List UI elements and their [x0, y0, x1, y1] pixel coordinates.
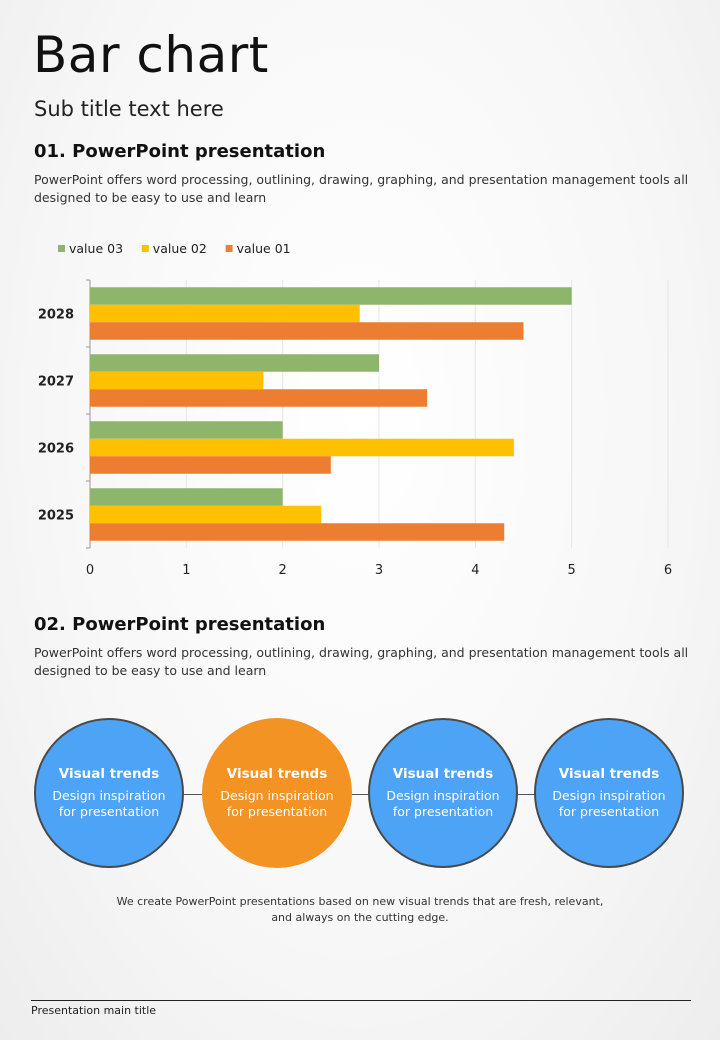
x-tick-label: 0 [86, 563, 94, 578]
bar [90, 505, 322, 524]
connector-line [184, 794, 202, 795]
section2-heading: 02. PowerPoint presentation [34, 614, 326, 635]
bar [90, 287, 572, 305]
circle-title: Visual trends [226, 766, 328, 782]
x-tick-label: 4 [471, 563, 479, 578]
y-tick-label: 2027 [38, 375, 74, 390]
section2-text: PowerPoint offers word processing, outli… [34, 645, 689, 678]
connector-line [518, 794, 536, 795]
bar [90, 456, 331, 474]
x-tick-label: 2 [279, 563, 287, 578]
legend-label: value 01 [237, 241, 291, 256]
section1-heading: 01. PowerPoint presentation [34, 141, 326, 162]
summary-note: We create PowerPoint presentations based… [116, 895, 604, 924]
footer-title: Presentation main title [31, 1004, 157, 1017]
x-tick-label: 5 [568, 563, 576, 578]
legend-swatch [225, 245, 233, 252]
page-subtitle: Sub title text here [34, 97, 224, 121]
circle-desc: Design inspiration for presentation [552, 788, 666, 819]
circle-item-4: Visual trends Design inspiration for pre… [534, 718, 684, 868]
legend-label: value 03 [69, 241, 123, 256]
connector-line [352, 794, 368, 795]
bar [90, 438, 514, 457]
section1-text: PowerPoint offers word processing, outli… [34, 172, 689, 205]
bar [90, 304, 360, 323]
y-tick-label: 2028 [38, 308, 74, 323]
x-tick-label: 3 [375, 563, 383, 578]
x-tick-label: 6 [664, 563, 672, 578]
y-tick-label: 2025 [38, 509, 74, 524]
y-tick-label: 2026 [38, 442, 74, 457]
circle-item-3: Visual trends Design inspiration for pre… [368, 718, 518, 868]
circle-desc: Design inspiration for presentation [52, 788, 166, 819]
footer-divider [31, 1000, 691, 1001]
bar [90, 354, 379, 372]
bar [90, 322, 524, 340]
bar [90, 488, 283, 506]
bar [90, 523, 505, 541]
circle-title: Visual trends [392, 766, 494, 782]
circle-item-2: Visual trends Design inspiration for pre… [202, 718, 352, 868]
circle-desc: Design inspiration for presentation [220, 788, 334, 819]
page-title: Bar chart [33, 26, 269, 84]
legend-label: value 02 [153, 241, 207, 256]
bar-chart: 0 1 2 3 4 5 6 2025 2026 2027 2028 value 03 value 02 v… [38, 241, 672, 578]
circle-title: Visual trends [558, 766, 660, 782]
circle-row: Visual trends Design inspiration for pre… [34, 718, 688, 870]
circle-item-1: Visual trends Design inspiration for pre… [34, 718, 184, 868]
legend-swatch [58, 245, 65, 252]
bar [90, 371, 264, 390]
bar [90, 389, 428, 407]
circle-desc: Design inspiration for presentation [386, 788, 500, 819]
bar [90, 421, 283, 439]
circle-title: Visual trends [58, 766, 160, 782]
x-tick-label: 1 [182, 563, 190, 578]
legend-swatch [141, 245, 149, 252]
